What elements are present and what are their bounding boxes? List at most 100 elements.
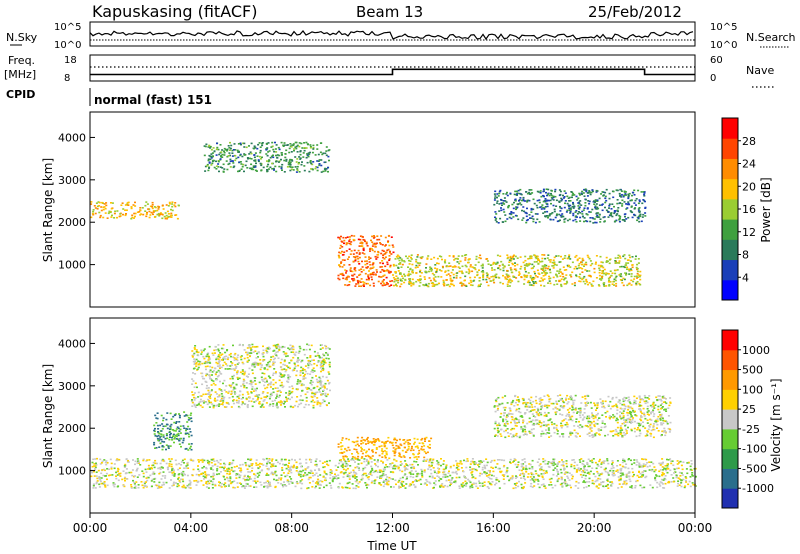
- power-cell-2: [390, 236, 393, 238]
- power-cell-4: [581, 213, 584, 215]
- power-cell-4: [584, 188, 587, 190]
- velocity-cell-2: [380, 445, 383, 447]
- power-cell-0: [170, 216, 173, 218]
- velocity-cell-0: [182, 425, 185, 427]
- velocity-cell-1: [263, 384, 266, 387]
- velocity-cell-1: [314, 393, 317, 395]
- power-cell-3: [461, 255, 464, 257]
- power-cell-3: [578, 262, 581, 265]
- velocity-cell-3: [603, 460, 606, 462]
- velocity-cell-1: [225, 401, 228, 404]
- velocity-cell-3: [210, 468, 213, 470]
- power-cell-4: [616, 213, 619, 215]
- power-cell-3: [452, 256, 455, 258]
- power-cell-4: [585, 213, 588, 215]
- velocity-cell-1: [278, 346, 281, 348]
- power-cell-1: [209, 155, 212, 158]
- power-cell-3: [462, 283, 465, 285]
- velocity-cell-1: [220, 389, 223, 391]
- power-cell-1: [271, 141, 274, 144]
- velocity-cell-3: [375, 464, 377, 467]
- power-cell-1: [277, 146, 280, 149]
- velocity-cell-1: [290, 348, 293, 350]
- power-cell-4: [566, 195, 569, 198]
- velocity-cell-1: [217, 354, 220, 356]
- velocity-cell-3: [687, 483, 690, 486]
- power-cell-3: [534, 275, 537, 277]
- power-cell-0: [159, 212, 162, 214]
- power-cell-4: [577, 211, 580, 213]
- velocity-cell-2: [339, 441, 342, 444]
- velocity-cell-0: [186, 428, 189, 430]
- velocity-cell-3: [542, 483, 545, 485]
- velocity-cell-3: [240, 471, 243, 473]
- power-cell-4: [530, 209, 533, 211]
- velocity-cell-3: [243, 475, 246, 478]
- velocity-cell-1: [222, 397, 225, 399]
- velocity-cell-1: [319, 378, 322, 380]
- velocity-cell-3: [465, 485, 468, 487]
- power-cell-1: [203, 154, 206, 157]
- power-cell-3: [609, 276, 611, 279]
- velocity-cell-0: [161, 445, 164, 448]
- power-cell-4: [571, 205, 574, 208]
- velocity-cell-1: [310, 400, 313, 403]
- velocity-cell-1: [319, 348, 322, 350]
- velocity-cell-3: [478, 480, 480, 482]
- power-cell-0: [171, 203, 174, 205]
- power-cell-1: [254, 146, 257, 149]
- power-cell-4: [566, 209, 569, 212]
- velocity-cell-1: [247, 393, 250, 395]
- velocity-cell-3: [666, 463, 669, 465]
- power-cell-3: [560, 278, 563, 280]
- velocity-cell-3: [246, 468, 249, 470]
- power-cell-3: [605, 272, 608, 274]
- velocity-cell-0: [183, 411, 186, 413]
- velocity-cell-3: [119, 472, 122, 475]
- velocity-cell-3: [680, 479, 682, 481]
- velocity-cell-1: [277, 401, 280, 403]
- power-cell-3: [586, 281, 588, 283]
- velocity-cell-1: [256, 398, 259, 401]
- velocity-cell-1: [272, 362, 275, 365]
- power-cell-3: [470, 281, 473, 284]
- power-cell-1: [278, 148, 281, 151]
- velocity-cell-3: [134, 485, 137, 487]
- nsearch-tick-hi: 10^5: [710, 22, 737, 33]
- power-cell-3: [537, 272, 540, 275]
- velocity-cell-1: [272, 388, 275, 390]
- power-cell-4: [569, 207, 572, 209]
- power-cell-3: [430, 258, 433, 260]
- velocity-cell-3: [158, 486, 161, 489]
- power-cell-2: [372, 243, 375, 245]
- power-cell-4: [564, 202, 566, 205]
- power-cell-3: [629, 268, 632, 270]
- velocity-cell-3: [689, 476, 692, 478]
- power-cell-4: [584, 202, 587, 204]
- power-cell-3: [442, 283, 445, 285]
- power-cell-4: [637, 217, 640, 219]
- velocity-cell-3: [597, 472, 600, 475]
- velocity-cell-3: [439, 485, 441, 487]
- power-cell-2: [340, 235, 342, 238]
- velocity-cell-2: [340, 445, 343, 448]
- power-cell-2: [354, 259, 357, 262]
- velocity-cell-3: [142, 458, 145, 461]
- velocity-cell-1: [306, 343, 309, 346]
- power-cell-1: [293, 149, 295, 152]
- power-cell-2: [365, 241, 368, 244]
- velocity-cell-3: [490, 466, 493, 469]
- velocity-cell-3: [157, 484, 160, 487]
- velocity-cell-2: [353, 441, 356, 444]
- power-cell-2: [372, 271, 375, 274]
- power-cell-3: [573, 267, 576, 270]
- power-cell-1: [285, 158, 288, 161]
- velocity-cell-3: [570, 474, 573, 476]
- velocity-cell-1: [203, 348, 206, 350]
- velocity-cell-3: [168, 463, 171, 465]
- power-cell-3: [411, 271, 414, 273]
- power-cell-4: [499, 189, 502, 192]
- power-cell-4: [525, 219, 528, 222]
- velocity-cell-1: [292, 348, 295, 351]
- velocity-cell-1: [257, 351, 260, 353]
